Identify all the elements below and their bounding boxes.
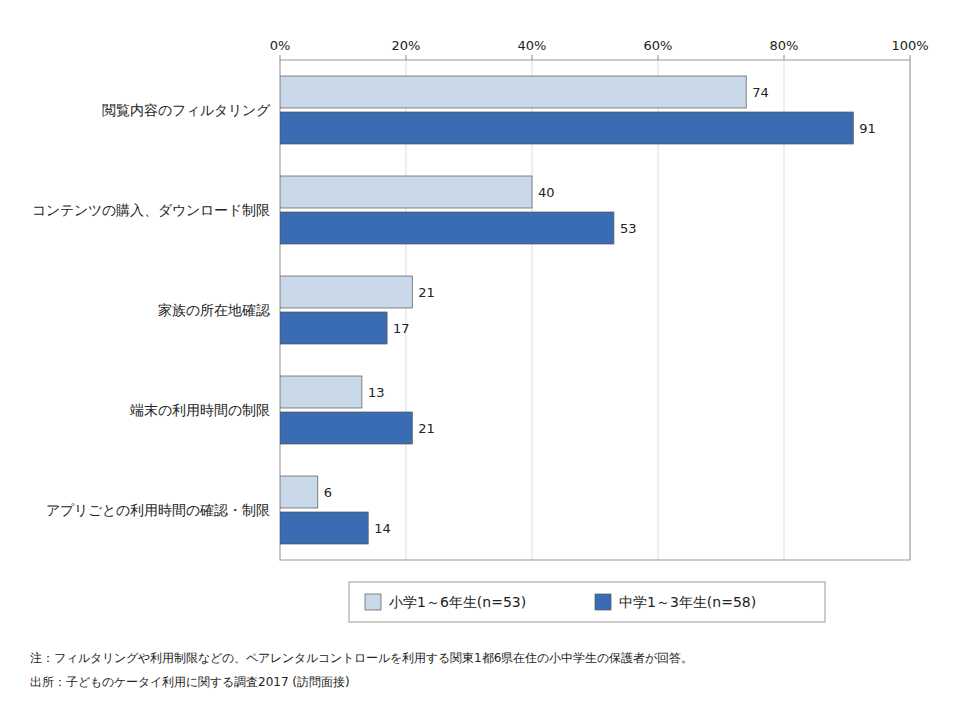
bar: [280, 276, 412, 308]
bar: [280, 476, 318, 508]
note: 出所：子どものケータイ利用に関する調査2017 (訪問面接): [30, 675, 350, 689]
bar: [280, 376, 362, 408]
bar: [280, 312, 387, 344]
data-label: 21: [418, 421, 435, 436]
y-axis: 閲覧内容のフィルタリングコンテンツの購入、ダウンロード制限家族の所在地確認端末の…: [32, 102, 271, 518]
bar: [280, 112, 853, 144]
notes: 注：フィルタリングや利用制限などの、ペアレンタルコントロールを利用する関東1都6…: [30, 651, 693, 689]
data-label: 21: [418, 285, 435, 300]
category-label: アプリごとの利用時間の確認・制限: [46, 502, 270, 518]
data-label: 40: [538, 185, 555, 200]
tick-mark: [784, 55, 785, 60]
chart-container: 0% 20% 40% 60% 80% 100% 閲覧内容のフィルタリングコンテンツの購入、ダ…: [0, 0, 960, 720]
chart-svg: 0% 20% 40% 60% 80% 100% 閲覧内容のフィルタリングコンテンツの購入、ダ…: [0, 0, 960, 720]
category-label: 端末の利用時間の制限: [130, 402, 270, 418]
bar: [280, 212, 614, 244]
data-label: 17: [393, 321, 410, 336]
plot-background: [280, 60, 910, 560]
legend: 小学1～6年生(n=53) 中学1～3年生(n=58): [349, 582, 825, 622]
legend-label: 中学1～3年生(n=58): [619, 594, 756, 610]
tick-label: 100%: [891, 38, 928, 53]
tick-mark: [910, 55, 911, 60]
data-label: 13: [368, 385, 385, 400]
tick-label: 80%: [770, 38, 799, 53]
data-label: 91: [859, 121, 876, 136]
tick-label: 0%: [270, 38, 291, 53]
data-label: 74: [752, 85, 769, 100]
x-axis: 0% 20% 40% 60% 80% 100%: [270, 38, 929, 60]
category-label: 閲覧内容のフィルタリング: [102, 102, 271, 118]
bar: [280, 76, 746, 108]
tick-mark: [532, 55, 533, 60]
data-label: 6: [324, 485, 332, 500]
tick-mark: [280, 55, 281, 60]
category-label: 家族の所在地確認: [158, 302, 270, 318]
legend-box: [349, 582, 825, 622]
bar: [280, 512, 368, 544]
tick-label: 40%: [518, 38, 547, 53]
data-label: 53: [620, 221, 637, 236]
tick-mark: [406, 55, 407, 60]
data-labels: 74 40 21 13 6 91 53 17 21 14: [324, 85, 876, 536]
category-label: コンテンツの購入、ダウンロード制限: [32, 202, 270, 218]
note: 注：フィルタリングや利用制限などの、ペアレンタルコントロールを利用する関東1都6…: [30, 651, 693, 665]
grid: [280, 60, 910, 560]
tick-label: 60%: [644, 38, 673, 53]
legend-swatch: [365, 594, 381, 610]
tick-mark: [658, 55, 659, 60]
bar: [280, 412, 412, 444]
data-label: 14: [374, 521, 391, 536]
tick-label: 20%: [392, 38, 421, 53]
legend-swatch: [595, 594, 611, 610]
bar: [280, 176, 532, 208]
bars: [280, 76, 853, 544]
plot-frame: [280, 60, 910, 560]
legend-label: 小学1～6年生(n=53): [389, 594, 526, 610]
